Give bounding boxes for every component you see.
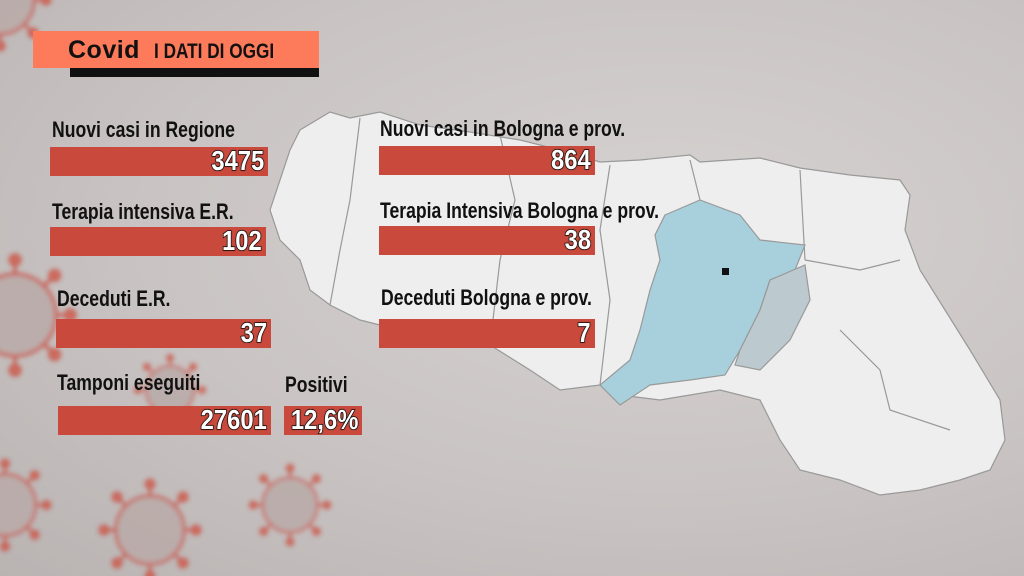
bologna-new-cases-bar: 864 (379, 143, 595, 176)
bologna-deaths-value: 7 (577, 316, 591, 349)
page-subtitle: I DATI DI OGGI (153, 40, 275, 63)
positive-label: Positivi (285, 372, 348, 397)
page-title: Covid I DATI DI OGGI (68, 34, 301, 66)
region-deaths-label: Deceduti E.R. (57, 286, 171, 311)
region-deaths-bar: 37 (56, 316, 271, 349)
positive-value: 12,6% (290, 403, 359, 436)
region-outline (269, 111, 1006, 496)
bologna-deaths-label: Deceduti Bologna e prov. (381, 285, 592, 310)
bologna-new-cases-label: Nuovi casi in Bologna e prov. (380, 116, 626, 141)
region-new-cases-label: Nuovi casi in Regione (52, 117, 235, 142)
title-box (33, 31, 319, 68)
region-new-cases-bar: 3475 (50, 144, 268, 177)
bologna-icu-bar: 38 (379, 223, 595, 256)
swabs-bar: 27601 (58, 403, 271, 436)
swabs-value: 27601 (200, 403, 267, 436)
region-icu-value: 102 (222, 224, 263, 257)
region-new-cases-value: 3475 (210, 144, 264, 177)
bologna-province (599, 199, 806, 406)
imola-area (734, 264, 811, 371)
bologna-deaths-bar: 7 (379, 316, 595, 349)
region-icu-label: Terapia intensiva E.R. (52, 199, 234, 224)
bologna-icu-value: 38 (564, 223, 592, 256)
bologna-new-cases-value: 864 (551, 143, 592, 176)
region-icu-bar: 102 (50, 224, 266, 257)
positive-bar: 12,6% (284, 403, 362, 436)
swabs-label: Tamponi eseguiti (57, 370, 201, 395)
bologna-icu-label: Terapia Intensiva Bologna e prov. (380, 198, 660, 223)
title-underline (70, 68, 319, 77)
bologna-marker (722, 268, 729, 275)
region-deaths-value: 37 (240, 316, 268, 349)
